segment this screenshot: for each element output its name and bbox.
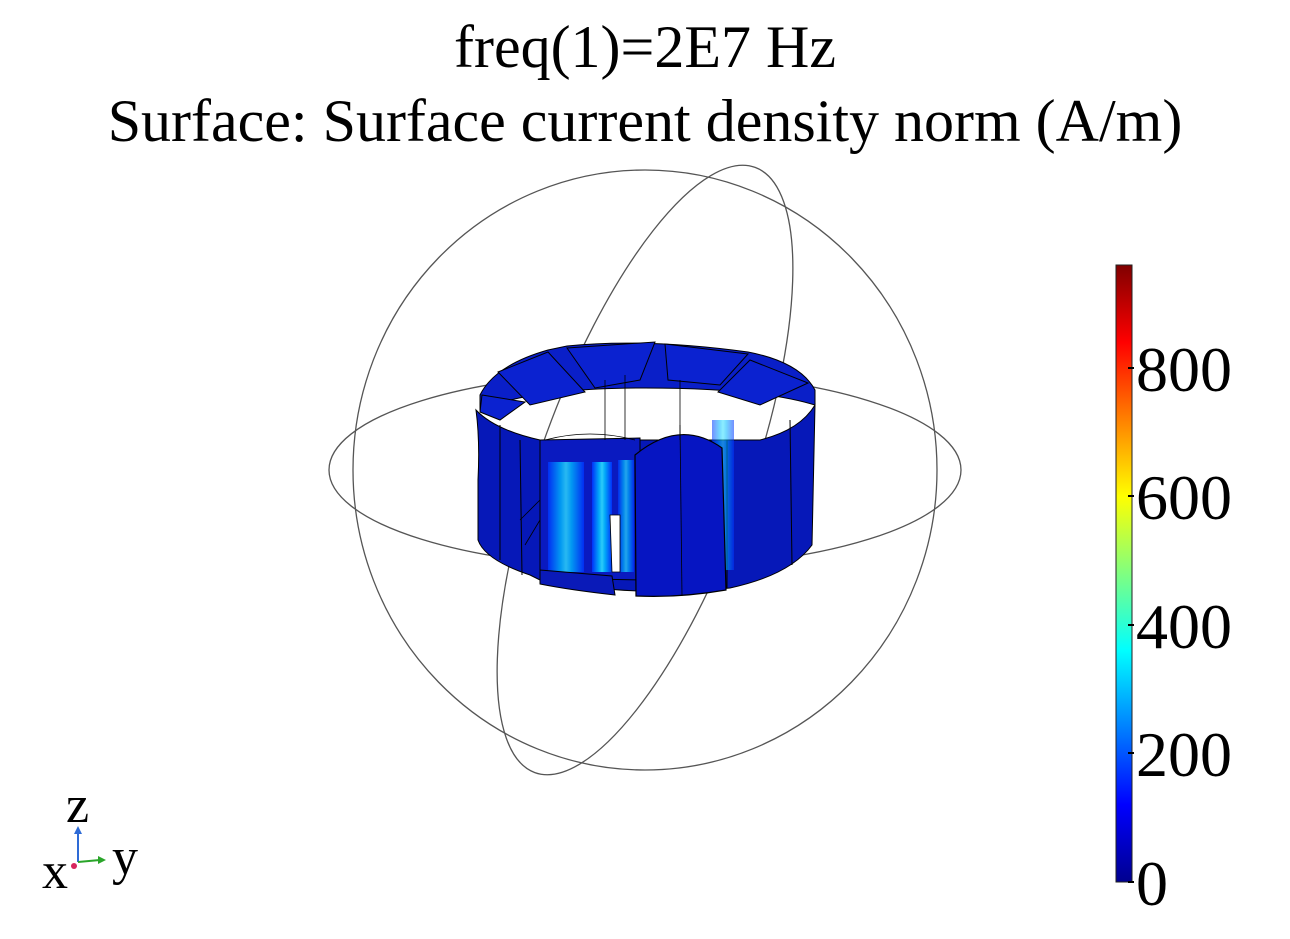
top-segment-5 (479, 394, 527, 421)
top-segment-1 (497, 351, 586, 406)
top-segment-2 (566, 341, 656, 389)
colorbar-tick-mark (1128, 623, 1134, 626)
triad-x-label: x (42, 843, 68, 900)
triad-z-label: z (66, 777, 90, 834)
front-tooth-edge (679, 424, 683, 597)
triad-x-dot (71, 863, 77, 869)
colorbar-tick-label: 600 (1136, 462, 1232, 534)
slot-gap (609, 514, 621, 573)
colorbar-tick-mark (1128, 881, 1134, 883)
front-tooth (634, 433, 727, 597)
top-segment-3 (664, 343, 750, 386)
triad-y-label: y (112, 829, 138, 886)
colorbar-tick-mark (1128, 752, 1134, 755)
colorbar-tick-mark (1128, 366, 1134, 369)
bottom-segment-left (539, 569, 616, 596)
sphere-outline (352, 169, 938, 771)
top-segment-4 (717, 359, 810, 406)
coil-ring-model (475, 341, 816, 597)
slot-glow-left (548, 462, 584, 572)
colorbar-gradient (1115, 264, 1133, 883)
triad-y-arrow (77, 859, 101, 863)
axis-triad (71, 826, 106, 869)
triad-z-arrowhead (74, 826, 82, 834)
colorbar-tick-label: 400 (1136, 590, 1232, 662)
colorbar-tick-mark (1128, 495, 1134, 498)
plot-title-frequency: freq(1)=2E7 Hz (453, 14, 836, 80)
plot-title-expression: Surface: Surface current density norm (A… (107, 88, 1183, 154)
colorbar-tick-label: 200 (1136, 719, 1232, 791)
triad-y-arrowhead (98, 856, 106, 864)
colorbar-tick-label: 800 (1136, 333, 1232, 405)
slot-glow-center (592, 462, 612, 572)
colorbar-tick-label: 0 (1136, 848, 1168, 919)
slot-glow-right (618, 460, 634, 572)
